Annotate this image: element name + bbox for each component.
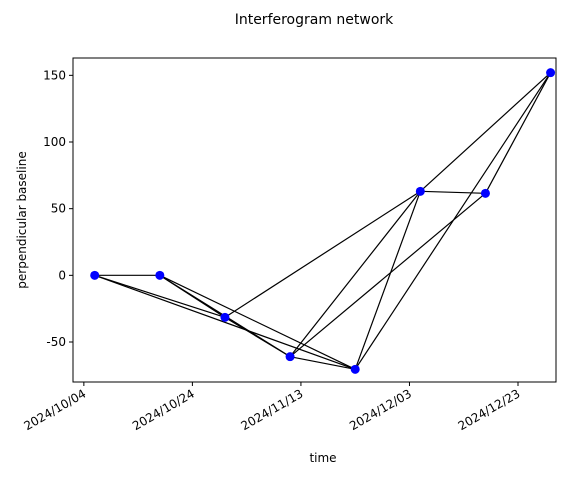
edge [224, 316, 291, 358]
node [90, 270, 100, 280]
x-tick-label: 2024/10/04 [21, 386, 88, 433]
y-tick-label: 150 [43, 68, 66, 82]
y-tick-label: 0 [58, 268, 66, 282]
edge [354, 72, 552, 370]
edge [354, 191, 421, 370]
node [415, 186, 425, 196]
edge [94, 274, 356, 370]
x-tick-label: 2024/11/13 [239, 386, 306, 433]
node [350, 364, 360, 374]
y-tick-label: -50 [46, 335, 66, 349]
x-tick-label: 2024/12/03 [347, 386, 414, 433]
y-axis-label: perpendicular baseline [15, 151, 29, 288]
edge [484, 72, 552, 194]
chart-title: Interferogram network [235, 12, 394, 28]
edge [289, 192, 486, 358]
edge [419, 72, 551, 192]
node [546, 68, 556, 78]
x-tick-label: 2024/12/23 [456, 386, 523, 433]
edge [94, 274, 226, 318]
edge [289, 190, 421, 358]
plot-frame [72, 57, 557, 383]
x-axis-label: time [309, 451, 336, 465]
node [220, 312, 230, 322]
edge [420, 190, 486, 194]
x-tick-label: 2024/10/24 [130, 386, 197, 433]
node [285, 352, 295, 362]
edge [159, 274, 356, 370]
y-tick-label: 100 [43, 135, 66, 149]
node [155, 270, 165, 280]
y-tick-label: 50 [51, 202, 66, 216]
node [480, 188, 490, 198]
edge [224, 190, 421, 318]
edge [289, 356, 356, 370]
